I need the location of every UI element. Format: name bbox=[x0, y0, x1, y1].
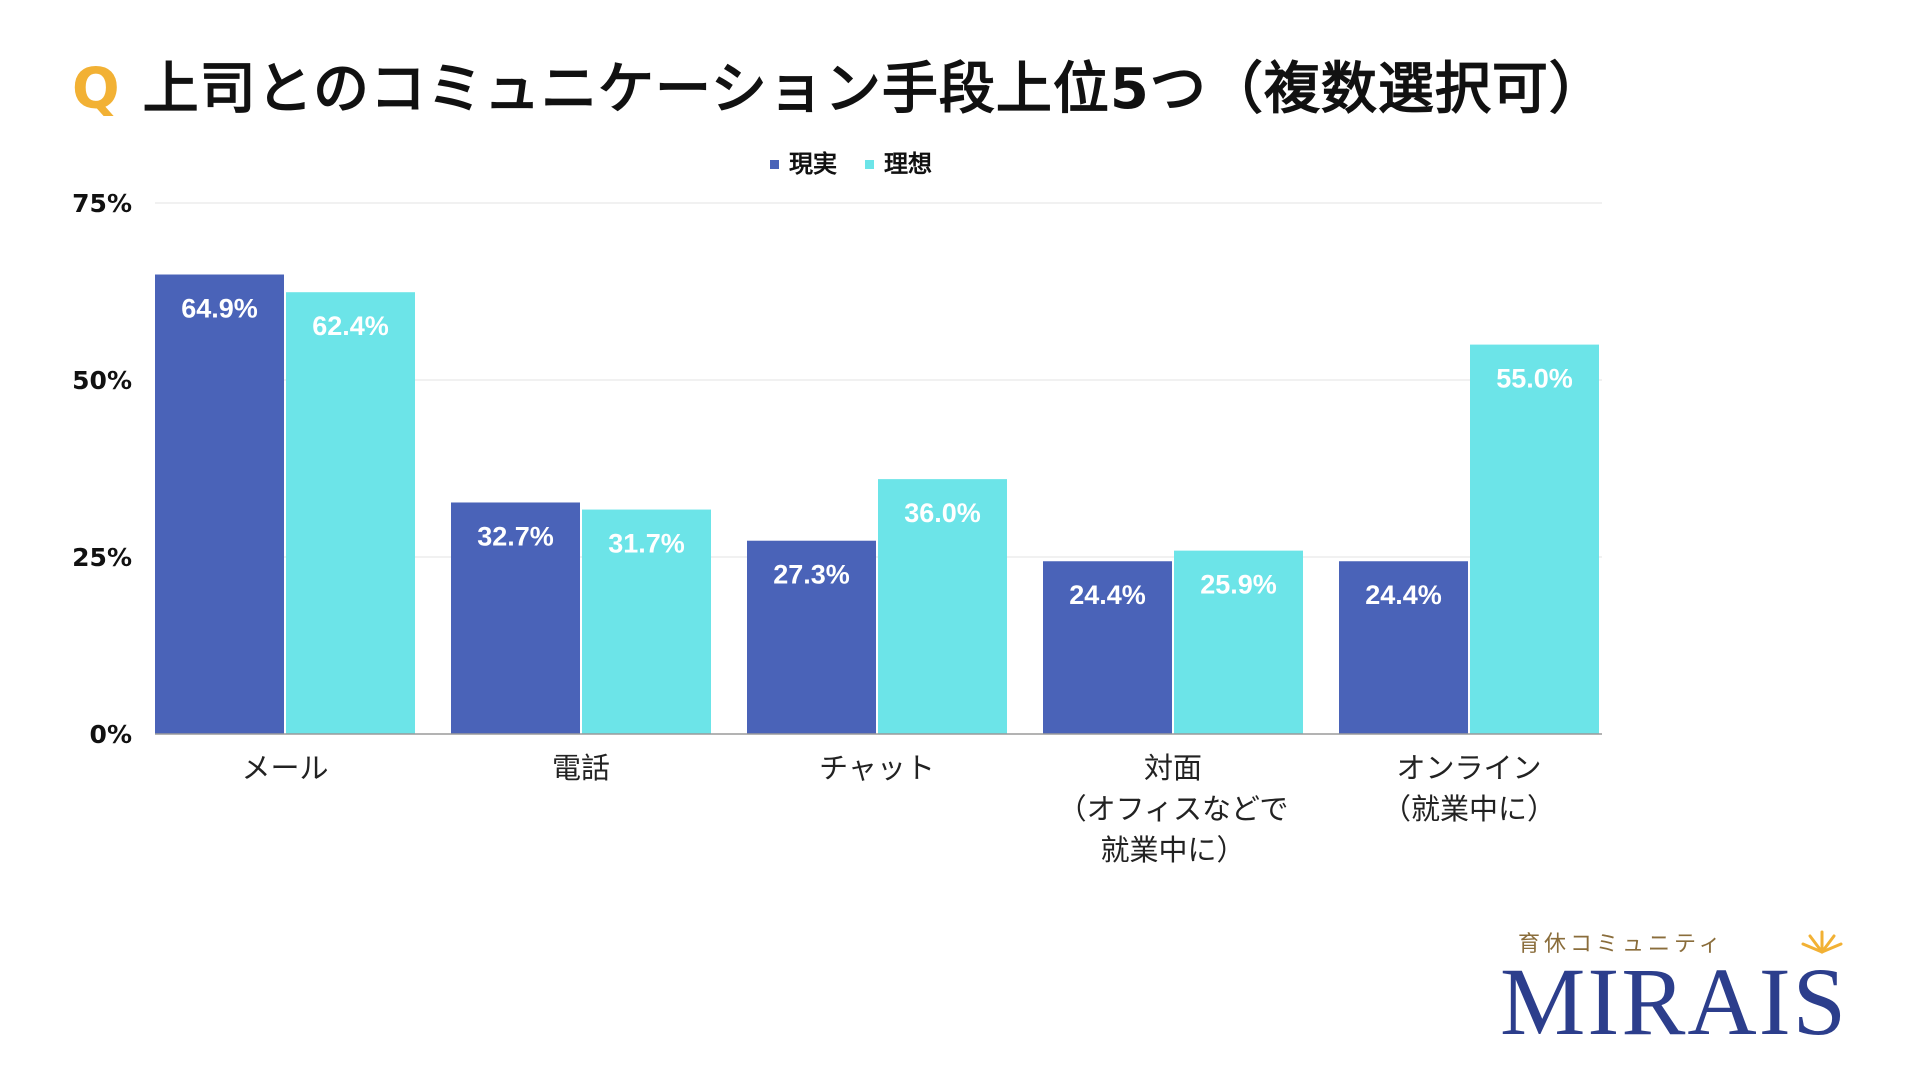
bars bbox=[155, 274, 1599, 734]
bar bbox=[582, 509, 711, 734]
bar-value-label: 64.9% bbox=[181, 294, 258, 324]
y-tick-label: 75% bbox=[72, 189, 132, 218]
legend-swatch-series-2 bbox=[865, 159, 874, 169]
bar-value-label: 25.9% bbox=[1200, 570, 1277, 600]
x-category-label: 就業中に） bbox=[1100, 833, 1245, 867]
bar bbox=[878, 479, 1007, 734]
legend-item-series-2: 理想 bbox=[865, 152, 932, 176]
bar bbox=[155, 274, 284, 734]
x-category-label: メール bbox=[241, 751, 328, 785]
logo-subtitle: 育休コミュニティ bbox=[1518, 932, 1725, 957]
y-tick-label: 0% bbox=[90, 720, 132, 749]
bar bbox=[1043, 561, 1172, 734]
mirais-logo: 育休コミュニティ MIRAIS bbox=[1500, 918, 1900, 1055]
bar bbox=[451, 502, 580, 734]
bar bbox=[747, 540, 876, 734]
bar bbox=[1470, 344, 1599, 734]
chart-title: Q 上司とのコミュニケーション手段上位5つ（複数選択可） bbox=[72, 62, 1606, 118]
x-category-label: （就業中に） bbox=[1382, 792, 1556, 826]
x-category-label: 対面 bbox=[1144, 751, 1202, 785]
legend-item-series-1: 現実 bbox=[770, 152, 837, 176]
y-tick-label: 25% bbox=[72, 543, 132, 572]
chart-title-text: 上司とのコミュニケーション手段上位5つ（複数選択可） bbox=[142, 57, 1606, 122]
bar bbox=[1174, 550, 1303, 734]
chart-legend: 現実 理想 bbox=[770, 152, 932, 176]
bar-value-label: 27.3% bbox=[773, 560, 850, 590]
sunrise-icon bbox=[1801, 930, 1843, 954]
legend-label-series-1: 現実 bbox=[789, 150, 837, 178]
bar bbox=[1339, 561, 1468, 734]
bar-value-label: 36.0% bbox=[904, 498, 981, 528]
value-labels: 64.9% 62.4% 32.7% 31.7% 27.3% 36.0% 24.4% 25.9%… bbox=[181, 294, 1573, 611]
x-category-label: （オフィスなどで bbox=[1058, 792, 1289, 826]
bar bbox=[286, 292, 415, 734]
x-category-label: 電話 bbox=[552, 751, 610, 785]
legend-swatch-series-1 bbox=[770, 159, 779, 169]
bar-value-label: 24.4% bbox=[1365, 580, 1442, 610]
bar-value-label: 24.4% bbox=[1069, 580, 1146, 610]
bar-value-label: 31.7% bbox=[608, 529, 685, 559]
bar-value-label: 62.4% bbox=[312, 311, 389, 341]
x-category-label: オンライン bbox=[1396, 751, 1541, 785]
bar-value-label: 55.0% bbox=[1496, 364, 1573, 394]
question-mark-label: Q bbox=[72, 57, 121, 122]
y-axis-ticks: 0% 25% 50% 75% bbox=[72, 189, 132, 749]
logo-wordmark: MIRAIS bbox=[1500, 948, 1849, 1055]
legend-label-series-2: 理想 bbox=[884, 150, 932, 178]
bar-value-label: 32.7% bbox=[477, 521, 554, 551]
y-tick-label: 50% bbox=[72, 366, 132, 395]
x-category-label: チャット bbox=[819, 751, 935, 785]
